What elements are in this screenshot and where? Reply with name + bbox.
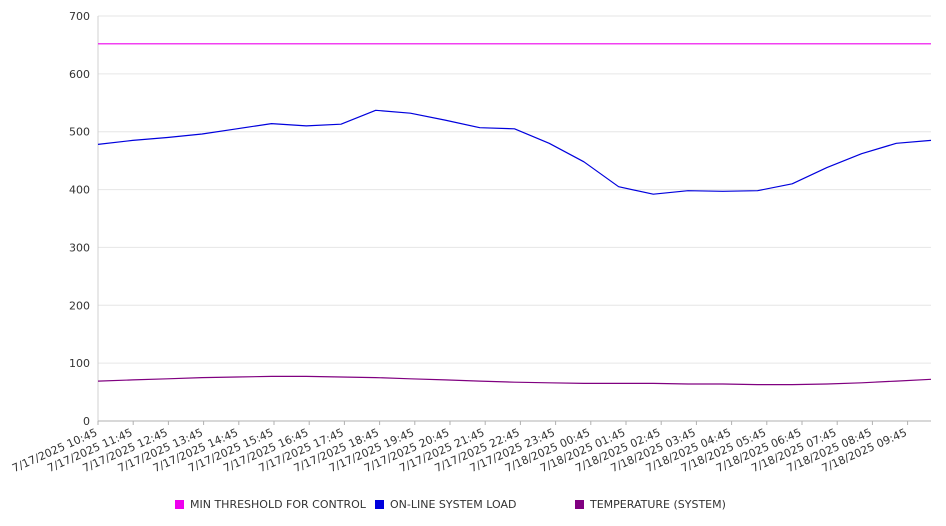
legend-item-system-load[interactable]: ON-LINE SYSTEM LOAD	[375, 498, 516, 511]
y-tick-label: 300	[69, 241, 90, 254]
y-tick-label: 500	[69, 126, 90, 139]
y-tick-label: 100	[69, 357, 90, 370]
series-line-1	[97, 109, 932, 195]
y-tick-label: 400	[69, 184, 90, 197]
y-tick-label: 600	[69, 68, 90, 81]
series-lines	[97, 43, 932, 386]
legend-swatch-min-threshold	[175, 500, 184, 509]
legend-label-temperature: TEMPERATURE (SYSTEM)	[590, 498, 726, 511]
legend-swatch-system-load	[375, 500, 384, 509]
series-line-2	[97, 375, 932, 386]
legend-item-temperature[interactable]: TEMPERATURE (SYSTEM)	[575, 498, 726, 511]
legend-item-min-threshold[interactable]: MIN THRESHOLD FOR CONTROL	[175, 498, 366, 511]
y-tick-label: 0	[83, 415, 90, 428]
y-tick-label: 700	[69, 10, 90, 23]
y-tick-label: 200	[69, 299, 90, 312]
legend-swatch-temperature	[575, 500, 584, 509]
legend-label-min-threshold: MIN THRESHOLD FOR CONTROL	[190, 498, 366, 511]
legend-label-system-load: ON-LINE SYSTEM LOAD	[390, 498, 517, 511]
y-axis: 0 100 200 300 400 500 600 700	[69, 10, 90, 428]
x-axis: 7/17/2025 10:457/17/2025 11:457/17/2025 …	[10, 421, 909, 475]
grid-lines	[97, 15, 931, 422]
legend: MIN THRESHOLD FOR CONTROL ON-LINE SYSTEM…	[0, 498, 946, 514]
